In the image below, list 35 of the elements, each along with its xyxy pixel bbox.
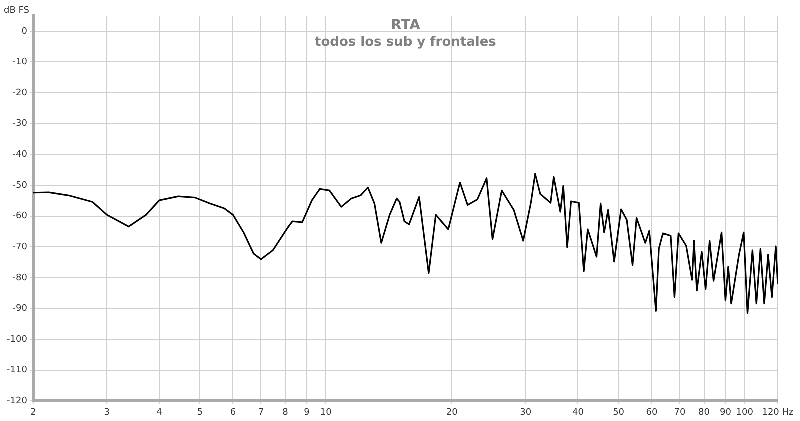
y-tick-label: -50 bbox=[12, 180, 28, 191]
x-tick-label: 4 bbox=[156, 408, 163, 418]
y-tick-label: -90 bbox=[12, 304, 28, 314]
x-tick-label: 120 Hz bbox=[762, 408, 794, 418]
y-tick-label: -80 bbox=[12, 273, 28, 284]
x-tick-label: 10 bbox=[320, 408, 332, 418]
x-tick-label: 90 bbox=[720, 408, 732, 418]
text: todos los sub y frontales bbox=[315, 34, 497, 50]
y-tick-label: -100 bbox=[6, 334, 28, 345]
x-tick-label: 5 bbox=[197, 408, 203, 418]
x-tick-label: 70 bbox=[674, 408, 686, 418]
x-tick-label: 3 bbox=[104, 408, 110, 418]
x-tick-label: 30 bbox=[520, 408, 532, 418]
x-tick-label: 2 bbox=[30, 408, 36, 418]
y-tick-label: -120 bbox=[6, 396, 28, 407]
x-tick-label: 6 bbox=[230, 408, 236, 418]
y-tick-label: -60 bbox=[12, 212, 28, 222]
y-tick-label: 0 bbox=[22, 26, 28, 37]
y-tick-label: -20 bbox=[12, 88, 28, 98]
x-tick-label: 50 bbox=[613, 408, 625, 418]
x-tick-label: 20 bbox=[446, 408, 458, 418]
y-tick-label: -70 bbox=[12, 242, 28, 252]
chart-title: RTA bbox=[390, 18, 421, 34]
x-tick-label: 100 bbox=[736, 408, 754, 418]
x-tick-label: 60 bbox=[646, 408, 658, 418]
y-axis-title: dB FS bbox=[4, 6, 30, 16]
x-tick-label: 40 bbox=[572, 408, 584, 418]
y-tick-label: -110 bbox=[6, 366, 28, 376]
y-tick-label: -40 bbox=[12, 150, 28, 160]
x-tick-label: 8 bbox=[282, 408, 289, 418]
x-tick-label: 9 bbox=[304, 408, 310, 418]
y-tick-label: -30 bbox=[12, 119, 28, 130]
x-tick-label: 80 bbox=[698, 408, 710, 418]
x-tick-label: 7 bbox=[258, 408, 264, 418]
y-tick-label: -10 bbox=[12, 58, 28, 68]
